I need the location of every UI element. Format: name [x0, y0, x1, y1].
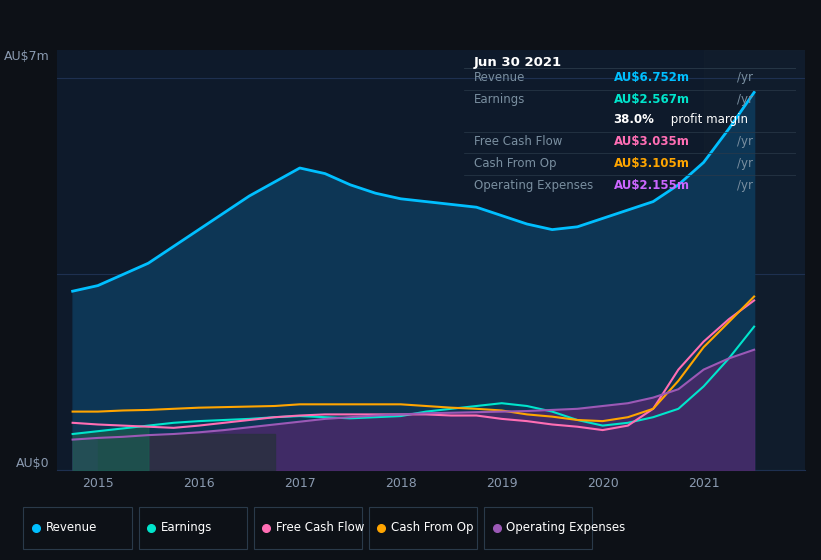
Text: /yr: /yr [736, 157, 753, 170]
Text: Operating Expenses: Operating Expenses [474, 179, 593, 192]
Text: AU$3.105m: AU$3.105m [613, 157, 690, 170]
Text: AU$2.155m: AU$2.155m [613, 179, 690, 192]
Text: Earnings: Earnings [161, 521, 213, 534]
Text: AU$2.567m: AU$2.567m [613, 93, 690, 106]
Text: Operating Expenses: Operating Expenses [507, 521, 626, 534]
Bar [23, 507, 131, 549]
Text: Free Cash Flow: Free Cash Flow [276, 521, 365, 534]
Text: AU$6.752m: AU$6.752m [613, 71, 690, 84]
Text: Jun 30 2021: Jun 30 2021 [474, 56, 562, 69]
Text: /yr: /yr [736, 179, 753, 192]
Text: /yr: /yr [736, 135, 753, 148]
Bar [369, 507, 477, 549]
Bar [139, 507, 247, 549]
Bar [254, 507, 362, 549]
Text: AU$7m: AU$7m [4, 50, 50, 63]
Text: /yr: /yr [736, 93, 753, 106]
Text: Earnings: Earnings [474, 93, 525, 106]
Text: /yr: /yr [736, 71, 753, 84]
Bar [484, 507, 592, 549]
Text: Revenue: Revenue [46, 521, 97, 534]
Text: Revenue: Revenue [474, 71, 525, 84]
Bar [704, 50, 805, 470]
Text: AU$3.035m: AU$3.035m [613, 135, 690, 148]
Text: Cash From Op: Cash From Op [391, 521, 474, 534]
Text: Free Cash Flow: Free Cash Flow [474, 135, 562, 148]
Text: profit margin: profit margin [667, 113, 748, 126]
Text: AU$0: AU$0 [16, 458, 50, 470]
Text: Cash From Op: Cash From Op [474, 157, 557, 170]
Text: 38.0%: 38.0% [613, 113, 654, 126]
